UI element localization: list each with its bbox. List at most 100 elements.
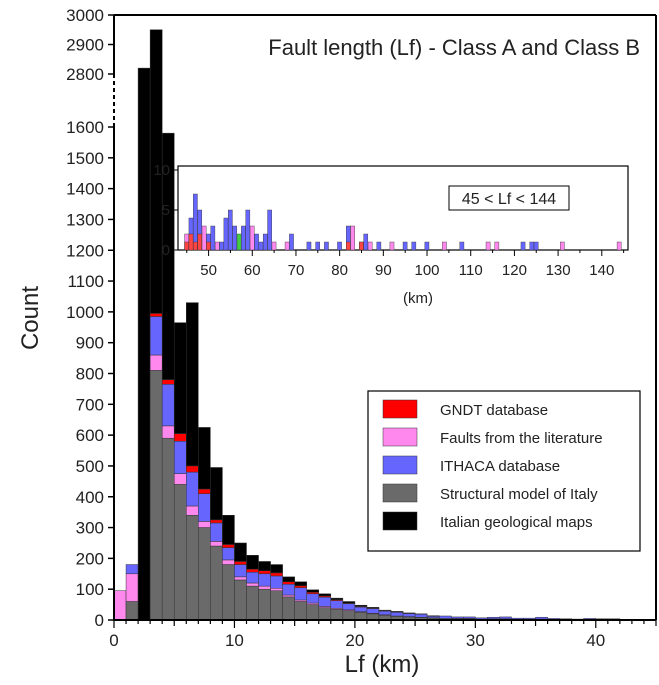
- legend-label: Structural model of Italy: [440, 486, 598, 503]
- inset-bar-24: [315, 241, 320, 251]
- inset-bar-15: [249, 225, 255, 251]
- inset-bar-26: [337, 241, 342, 251]
- legend-swatch: [382, 483, 418, 503]
- bar-segment-3-bin-8: [210, 519, 223, 524]
- inset-x-tick-label: 90: [375, 262, 392, 279]
- bar-segment-3-bin-15: [294, 585, 307, 588]
- inset-gndt-bar-6: [359, 241, 364, 251]
- bar-segment-1-bin-14: [282, 594, 295, 598]
- bar-segment-0-bin-12: [258, 588, 271, 621]
- inset-x-tick-label: 110: [459, 262, 483, 279]
- inset-bar-7: [214, 241, 220, 251]
- bar-segment-2-bin-30: [475, 617, 488, 620]
- legend-swatch: [382, 511, 418, 531]
- inset-x-tick-label: 70: [288, 262, 305, 279]
- y-tick-label: 600: [76, 426, 104, 445]
- legend-swatch: [382, 399, 418, 419]
- bar-segment-2-bin-28: [450, 616, 464, 619]
- inset-gndt-bar-2: [193, 241, 198, 251]
- bar-segment-2-bin-11: [246, 571, 259, 584]
- y-tick-label: 400: [76, 488, 104, 507]
- inset-bar-14: [245, 209, 251, 251]
- bar-segment-2-bin-9: [222, 547, 235, 561]
- y-tick-label: 800: [76, 365, 104, 384]
- bar-segment-0-bin-7: [198, 527, 211, 621]
- inset-y-tick-label: 5: [162, 202, 170, 219]
- x-tick-label: 10: [225, 631, 244, 650]
- bar-segment-2-bin-27: [438, 615, 452, 619]
- bar-segment-1-bin-3: [149, 354, 163, 371]
- bar-segment-0-bin-8: [210, 545, 223, 621]
- y-tick-label: 200: [76, 549, 104, 568]
- inset-bar-23: [306, 241, 312, 251]
- bar-segment-2-bin-8: [210, 522, 223, 542]
- inset-x-tick-label: 100: [415, 262, 440, 279]
- bar-segment-4-bin-4: [161, 132, 175, 380]
- bar-segment-4-bin-8: [210, 467, 223, 521]
- bar-segment-4-bin-12: [258, 561, 271, 571]
- bar-segment-4-bin-14: [282, 576, 295, 583]
- bar-segment-1-bin-4: [161, 425, 175, 439]
- bar-segment-4-bin-5: [173, 322, 187, 434]
- inset-x-tick-label: 60: [244, 262, 261, 279]
- bar-segment-4-bin-20: [354, 604, 368, 607]
- bar-segment-0-bin-6: [186, 514, 199, 621]
- inset-bar-19: [267, 209, 272, 251]
- x-tick-label: 30: [466, 631, 485, 650]
- y-tick-label: 1400: [66, 180, 104, 199]
- bar-segment-2-bin-15: [294, 587, 307, 601]
- y-tick-label: 100: [76, 580, 104, 599]
- inset-bar-42: [529, 241, 535, 251]
- inset-bar-6: [210, 225, 216, 251]
- bar-segment-0-bin-5: [173, 484, 187, 621]
- inset-histogram: 0 5 10 50 60 70 80 90 100 110 120 130 140 (km) 45 < Lf…: [153, 162, 629, 307]
- bar-segment-2-bin-17: [318, 596, 332, 607]
- bar-segment-2-bin-21: [366, 608, 380, 614]
- bar-segment-4-bin-18: [330, 597, 344, 600]
- inset-bar-28: [350, 225, 355, 251]
- x-tick-label: 0: [109, 631, 118, 650]
- inset-y-tick-label: 10: [153, 162, 170, 179]
- inset-bar-41: [520, 241, 526, 251]
- bar-segment-3-bin-10: [234, 561, 247, 565]
- chart-title: Fault length (Lf) - Class A and Class B: [268, 35, 640, 60]
- y-axis-label: Count: [17, 286, 44, 350]
- inset-gndt-bar-3: [197, 233, 203, 251]
- inset-gndt-bar-0: [184, 241, 189, 251]
- bar-segment-3-bin-3: [149, 313, 163, 317]
- bar-segment-4-bin-17: [318, 593, 332, 597]
- inset-bar-34: [402, 241, 408, 251]
- bar-segment-3-bin-11: [246, 568, 259, 573]
- inset-bar-44: [560, 241, 565, 251]
- inset-bar-37: [442, 241, 447, 251]
- bar-segment-1-bin-8: [210, 541, 223, 547]
- bar-segment-4-bin-7: [198, 427, 211, 490]
- bar-segment-0-bin-16: [306, 604, 319, 621]
- bar-segment-1-bin-0: [113, 590, 127, 621]
- bar-segment-2-bin-12: [258, 573, 271, 587]
- inset-bar-36: [424, 241, 430, 251]
- inset-bar-11: [232, 225, 237, 251]
- bar-segment-2-bin-35: [535, 616, 548, 620]
- legend: GNDT database Faults from the literature I…: [367, 390, 641, 552]
- inset-bar-45: [616, 241, 622, 251]
- bar-segment-2-bin-23: [390, 612, 404, 617]
- inset-bar-4: [201, 225, 207, 251]
- y-tick-label: 2900: [66, 36, 104, 55]
- inset-gndt-bar-5: [346, 241, 351, 251]
- bar-segment-3-bin-9: [222, 544, 235, 548]
- bar-segment-1-bin-13: [270, 588, 283, 591]
- bar-segment-0-bin-14: [282, 596, 295, 621]
- inset-x-tick-label: 80: [331, 262, 348, 279]
- bar-segment-4-bin-11: [246, 555, 259, 570]
- inset-bar-30: [363, 233, 369, 251]
- bar-segment-3-bin-6: [186, 465, 199, 473]
- bar-segment-2-bin-31: [487, 616, 500, 620]
- inset-x-label: (km): [403, 290, 433, 307]
- bar-segment-3-bin-14: [282, 581, 295, 585]
- bar-segment-2-bin-16: [306, 593, 319, 604]
- bar-segment-3-bin-7: [198, 488, 211, 494]
- bar-segment-3-bin-4: [161, 379, 175, 385]
- bar-segment-4-bin-23: [390, 611, 404, 613]
- inset-range-box: [448, 185, 570, 211]
